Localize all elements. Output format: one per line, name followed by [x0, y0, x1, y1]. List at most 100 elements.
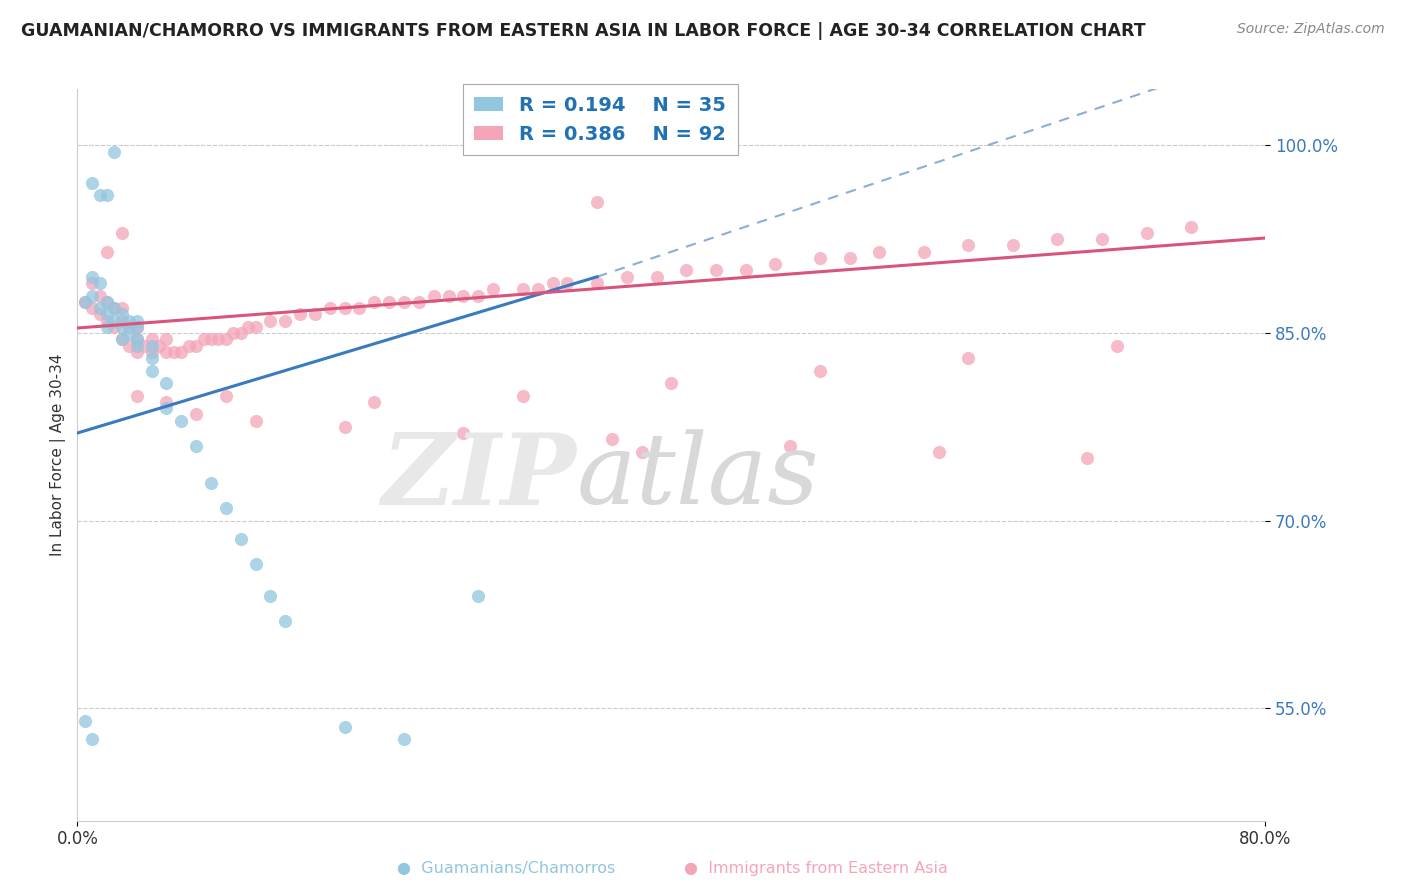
Point: [1091, 232, 1114, 246]
Point: [512, 388, 534, 402]
Point: [118, 326, 141, 340]
Point: [868, 244, 890, 259]
Text: ●  Guamanians/Chamorros: ● Guamanians/Chamorros: [396, 861, 616, 876]
Point: [186, 407, 208, 421]
Point: [155, 376, 177, 390]
Point: [73, 294, 96, 309]
Point: [482, 282, 505, 296]
Point: [89, 307, 111, 321]
Point: [600, 432, 623, 446]
Point: [73, 714, 96, 728]
Point: [103, 319, 125, 334]
Point: [125, 313, 148, 327]
Point: [103, 145, 125, 159]
Point: [661, 376, 683, 390]
Point: [111, 301, 134, 315]
Point: [630, 444, 652, 458]
Point: [141, 344, 163, 359]
Point: [118, 313, 141, 327]
Point: [125, 332, 148, 346]
Point: [557, 276, 579, 290]
Point: [222, 326, 245, 340]
Point: [453, 288, 475, 302]
Point: [103, 313, 125, 327]
Point: [245, 413, 267, 427]
Point: [155, 332, 177, 346]
Point: [82, 269, 104, 284]
Text: Source: ZipAtlas.com: Source: ZipAtlas.com: [1237, 22, 1385, 37]
Point: [586, 194, 609, 209]
Point: [96, 313, 118, 327]
Point: [125, 332, 148, 346]
Point: [111, 332, 134, 346]
Point: [111, 307, 134, 321]
Point: [245, 319, 267, 334]
Point: [141, 363, 163, 377]
Point: [125, 319, 148, 334]
Point: [177, 338, 200, 352]
Point: [274, 614, 297, 628]
Point: [274, 313, 297, 327]
Point: [134, 338, 156, 352]
Point: [333, 301, 356, 315]
Point: [288, 307, 311, 321]
Point: [111, 313, 134, 327]
Point: [125, 344, 148, 359]
Point: [96, 244, 118, 259]
Point: [912, 244, 935, 259]
Point: [73, 294, 96, 309]
Point: [229, 326, 252, 340]
Point: [155, 401, 177, 415]
Point: [193, 332, 215, 346]
Text: GUAMANIAN/CHAMORRO VS IMMIGRANTS FROM EASTERN ASIA IN LABOR FORCE | AGE 30-34 CO: GUAMANIAN/CHAMORRO VS IMMIGRANTS FROM EA…: [21, 22, 1146, 40]
Point: [808, 251, 831, 265]
Point: [838, 251, 860, 265]
Text: ●  Immigrants from Eastern Asia: ● Immigrants from Eastern Asia: [683, 861, 948, 876]
Point: [215, 388, 238, 402]
Point: [141, 351, 163, 365]
Point: [392, 732, 415, 747]
Point: [808, 363, 831, 377]
Point: [163, 344, 186, 359]
Point: [363, 294, 385, 309]
Point: [763, 257, 786, 271]
Point: [512, 282, 534, 296]
Point: [586, 276, 609, 290]
Point: [118, 319, 141, 334]
Point: [103, 301, 125, 315]
Point: [200, 476, 222, 491]
Point: [186, 338, 208, 352]
Point: [349, 301, 371, 315]
Point: [111, 226, 134, 240]
Point: [125, 388, 148, 402]
Point: [319, 301, 342, 315]
Point: [82, 732, 104, 747]
Point: [82, 176, 104, 190]
Point: [82, 276, 104, 290]
Point: [467, 589, 489, 603]
Text: ZIP: ZIP: [381, 429, 576, 525]
Point: [96, 307, 118, 321]
Point: [148, 338, 170, 352]
Point: [408, 294, 430, 309]
Point: [1180, 219, 1202, 234]
Legend: R = 0.194    N = 35, R = 0.386    N = 92: R = 0.194 N = 35, R = 0.386 N = 92: [463, 84, 738, 155]
Point: [155, 344, 177, 359]
Point: [215, 501, 238, 516]
Point: [118, 338, 141, 352]
Point: [378, 294, 401, 309]
Point: [89, 188, 111, 202]
Point: [675, 263, 697, 277]
Point: [125, 319, 148, 334]
Y-axis label: In Labor Force | Age 30-34: In Labor Force | Age 30-34: [51, 353, 66, 557]
Point: [236, 319, 259, 334]
Point: [125, 338, 148, 352]
Point: [82, 288, 104, 302]
Point: [207, 332, 229, 346]
Point: [645, 269, 668, 284]
Point: [734, 263, 756, 277]
Point: [103, 301, 125, 315]
Point: [1076, 451, 1098, 466]
Point: [259, 313, 281, 327]
Point: [422, 288, 444, 302]
